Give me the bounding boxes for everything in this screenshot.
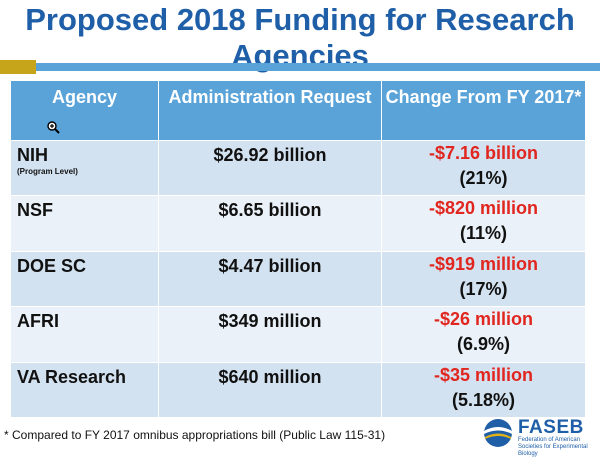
table-row: VA Research $640 million -$35 million (5… xyxy=(10,361,586,419)
request-cell: $26.92 billion xyxy=(158,139,382,197)
agency-name: VA Research xyxy=(17,366,127,387)
change-percent: (5.18%) xyxy=(451,389,516,410)
agency-cell: NSF xyxy=(10,195,159,252)
change-percent: (17%) xyxy=(459,278,508,299)
agency-cell: VA Research xyxy=(10,361,159,419)
faseb-logo-icon xyxy=(484,419,512,447)
title-divider-accent xyxy=(0,60,36,74)
change-percent: (21%) xyxy=(459,168,508,188)
agency-name: DOE SC xyxy=(17,255,87,276)
table-header-row: Agency Administration Request Change Fro… xyxy=(10,80,586,141)
request-cell: $4.47 billion xyxy=(158,250,382,308)
column-header-request: Administration Request xyxy=(158,80,382,141)
page-title: Proposed 2018 Funding for Research Agenc… xyxy=(25,2,575,73)
zoom-in-icon xyxy=(47,121,60,134)
agency-name: NIH xyxy=(17,145,48,165)
footnote: * Compared to FY 2017 omnibus appropriat… xyxy=(4,428,386,442)
change-amount: -$919 million xyxy=(428,253,539,274)
change-cell: -$919 million (17%) xyxy=(381,250,586,308)
request-cell: $640 million xyxy=(158,361,382,419)
column-header-change: Change From FY 2017* xyxy=(381,80,586,141)
change-amount: -$7.16 billion xyxy=(428,143,539,163)
table-row: DOE SC $4.47 billion -$919 million (17%) xyxy=(10,250,586,308)
change-cell: -$35 million (5.18%) xyxy=(381,361,586,419)
agency-subtitle: (Program Level) xyxy=(17,167,78,176)
table-row: NIH (Program Level) $26.92 billion -$7.1… xyxy=(10,139,586,197)
funding-table: Agency Administration Request Change Fro… xyxy=(10,80,586,419)
faseb-logo-subtitle: Federation of American Societies for Exp… xyxy=(518,437,588,457)
agency-cell: DOE SC xyxy=(10,250,159,308)
column-header-agency: Agency xyxy=(10,80,159,141)
table-row: AFRI $349 million -$26 million (6.9%) xyxy=(10,306,586,363)
agency-name: AFRI xyxy=(17,311,59,332)
change-amount: -$26 million xyxy=(433,309,534,330)
agency-name: NSF xyxy=(17,200,53,221)
agency-cell: NIH (Program Level) xyxy=(10,139,159,197)
change-percent: (6.9%) xyxy=(456,334,510,355)
change-cell: -$7.16 billion (21%) xyxy=(381,139,586,197)
agency-cell: AFRI xyxy=(10,306,159,363)
table-row: NSF $6.65 billion -$820 million (11%) xyxy=(10,195,586,252)
faseb-logo-text: FASEB xyxy=(518,417,584,438)
request-cell: $6.65 billion xyxy=(158,195,382,252)
title-divider xyxy=(0,63,600,71)
change-cell: -$820 million (11%) xyxy=(381,195,586,252)
change-cell: -$26 million (6.9%) xyxy=(381,306,586,363)
request-cell: $349 million xyxy=(158,306,382,363)
change-percent: (11%) xyxy=(459,223,508,244)
change-amount: -$35 million xyxy=(433,364,534,385)
change-amount: -$820 million xyxy=(428,198,539,219)
